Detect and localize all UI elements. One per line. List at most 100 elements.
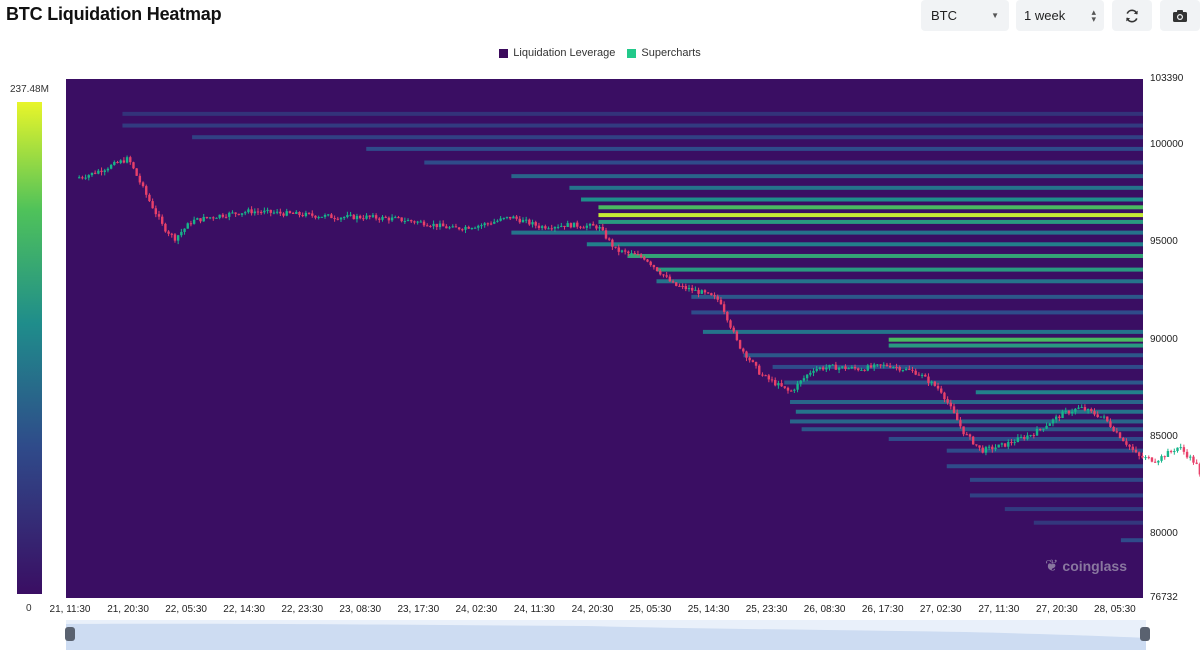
candle bbox=[186, 222, 189, 229]
legend-label: Supercharts bbox=[641, 47, 701, 59]
candle bbox=[850, 365, 854, 370]
candle bbox=[901, 369, 905, 373]
candle bbox=[480, 223, 483, 229]
candle bbox=[157, 210, 161, 220]
candle-body bbox=[534, 222, 537, 226]
candle bbox=[703, 289, 707, 295]
time-range-navigator[interactable] bbox=[66, 620, 1146, 650]
candle bbox=[620, 249, 624, 254]
candle-body bbox=[1195, 462, 1198, 464]
candle bbox=[888, 362, 892, 369]
refresh-button[interactable] bbox=[1112, 0, 1152, 31]
candle-body bbox=[358, 215, 362, 219]
candle-body bbox=[1007, 442, 1010, 447]
candle bbox=[540, 224, 544, 231]
candle-body bbox=[659, 271, 662, 275]
candle-body bbox=[777, 383, 780, 386]
candle-body bbox=[365, 215, 368, 219]
candle-body bbox=[547, 228, 550, 230]
candle-body bbox=[489, 223, 493, 225]
liquidation-band bbox=[795, 409, 1143, 414]
candle bbox=[161, 214, 164, 226]
candle bbox=[311, 210, 314, 218]
candle bbox=[965, 431, 968, 436]
candle-body bbox=[805, 374, 809, 379]
candle-body bbox=[432, 223, 435, 227]
candle-body bbox=[1023, 437, 1026, 439]
liquidation-band bbox=[366, 146, 1143, 151]
candle bbox=[291, 211, 295, 215]
navigator-left-handle[interactable] bbox=[65, 627, 75, 641]
candle-body bbox=[639, 254, 643, 258]
candle-body bbox=[828, 364, 831, 368]
liquidation-band bbox=[192, 135, 1144, 140]
candle-body bbox=[304, 212, 308, 217]
legend-swatch bbox=[627, 48, 637, 58]
candle-body bbox=[240, 213, 244, 215]
candle-body bbox=[272, 212, 276, 214]
candle-body bbox=[646, 259, 649, 262]
candle bbox=[208, 217, 212, 220]
candle bbox=[607, 237, 611, 242]
candle bbox=[1150, 457, 1154, 463]
candle bbox=[1000, 442, 1004, 448]
candle-body bbox=[512, 216, 515, 219]
candle-body bbox=[758, 365, 761, 375]
candle bbox=[1131, 444, 1135, 453]
candle bbox=[828, 364, 831, 371]
candle-body bbox=[879, 364, 882, 366]
candle-body bbox=[955, 412, 959, 421]
candle bbox=[962, 426, 965, 437]
legend-item-liquidation-leverage[interactable]: Liquidation Leverage bbox=[499, 47, 615, 59]
candle-body bbox=[327, 214, 330, 216]
candle-body bbox=[132, 162, 135, 169]
candle-body bbox=[275, 211, 279, 213]
candle bbox=[438, 220, 442, 230]
candle-body bbox=[681, 285, 684, 287]
candle-body bbox=[426, 225, 429, 227]
candle-body bbox=[183, 228, 186, 232]
candle bbox=[876, 364, 879, 367]
screenshot-button[interactable] bbox=[1160, 0, 1200, 31]
liquidation-band bbox=[1004, 507, 1143, 512]
x-axis-tick-label: 23, 08:30 bbox=[339, 604, 382, 615]
candle bbox=[378, 217, 381, 223]
legend-item-supercharts[interactable]: Supercharts bbox=[627, 47, 701, 59]
candle-body bbox=[470, 228, 474, 230]
up-down-arrows-icon: ▴ ▾ bbox=[1091, 6, 1096, 24]
candle bbox=[1185, 449, 1189, 459]
candle bbox=[1051, 418, 1055, 427]
candle bbox=[716, 294, 719, 303]
candle bbox=[1054, 414, 1058, 423]
chart-legend: Liquidation Leverage Supercharts bbox=[0, 47, 1200, 59]
candle-body bbox=[675, 282, 678, 286]
candle-body bbox=[477, 225, 480, 228]
candle-body bbox=[1166, 451, 1170, 457]
candle-body bbox=[457, 227, 461, 230]
candle-body bbox=[831, 364, 834, 366]
candle-body bbox=[1013, 442, 1016, 444]
candle bbox=[924, 373, 927, 377]
candle-body bbox=[84, 177, 87, 179]
candle bbox=[1035, 426, 1039, 436]
candle-body bbox=[467, 226, 470, 229]
candle bbox=[793, 388, 796, 393]
candle bbox=[170, 232, 173, 238]
symbol-select[interactable]: BTC ▼ bbox=[921, 0, 1009, 31]
range-select[interactable]: 1 week ▴ ▾ bbox=[1016, 0, 1104, 31]
candle-body bbox=[429, 225, 432, 227]
candle bbox=[588, 222, 592, 229]
candle bbox=[1144, 455, 1147, 461]
page-title: BTC Liquidation Heatmap bbox=[6, 4, 222, 24]
candle bbox=[579, 225, 582, 230]
navigator-right-handle[interactable] bbox=[1140, 627, 1150, 641]
candle-body bbox=[1106, 416, 1109, 422]
candle bbox=[1093, 408, 1096, 417]
candle-body bbox=[135, 168, 138, 176]
liquidation-band bbox=[691, 310, 1143, 315]
candle-body bbox=[544, 226, 547, 229]
candle-body bbox=[975, 444, 978, 446]
candle-body bbox=[493, 221, 496, 224]
candle bbox=[1176, 447, 1179, 453]
